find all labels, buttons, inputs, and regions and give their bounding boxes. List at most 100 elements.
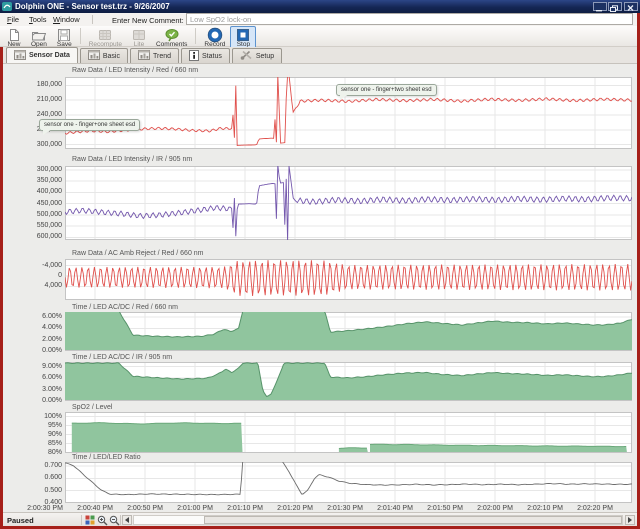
time-axis-label: 2:02:20 PM [570, 505, 620, 512]
tab-label: Status [202, 53, 222, 60]
tab-setup[interactable]: Setup [232, 48, 282, 63]
comment-annotation: sensor one - finger+one sheet esd [39, 119, 140, 131]
lite-icon [132, 28, 146, 41]
y-axis-label: 80% [24, 449, 62, 456]
y-axis-label: 600,000 [24, 233, 62, 240]
menu-separator [92, 15, 93, 24]
window-title: Dolphin ONE - Sensor test.trz - 9/26/200… [15, 0, 170, 13]
menu-bar: FileToolsWindow Enter New Comment: [0, 13, 637, 27]
tab-basic[interactable]: Basic [80, 48, 128, 63]
plot-raw-ir[interactable] [65, 166, 632, 240]
y-axis-label: 180,000 [24, 81, 62, 88]
record-button[interactable]: Record [199, 26, 230, 49]
minimize-button[interactable] [593, 2, 607, 11]
status-bar: Paused [3, 512, 637, 526]
y-axis-label: 85% [24, 440, 62, 447]
menu-item-window[interactable]: Window [50, 14, 83, 25]
y-axis-label: 6.00% [24, 374, 62, 381]
y-axis-label: 4,000 [24, 282, 62, 289]
save-button[interactable]: Save [52, 26, 77, 49]
y-axis-label: 0.00% [24, 347, 62, 354]
panel-title: Time / LED AC/DC / IR / 905 nm [72, 354, 172, 361]
plot-led-led-ratio[interactable] [65, 462, 632, 503]
plot-spo2-level[interactable] [65, 412, 632, 453]
status-text: Paused [7, 516, 34, 525]
y-axis-label: 0.500 [24, 487, 62, 494]
comments-icon [164, 28, 180, 41]
time-axis-label: 2:00:40 PM [70, 505, 120, 512]
panel-title: Time / LED/LED Ratio [72, 454, 141, 461]
tab-trend[interactable]: Trend [130, 48, 179, 63]
scroll-right-button[interactable] [625, 515, 635, 525]
panel-title: Raw Data / LED Intensity / Red / 660 nm [72, 67, 198, 74]
y-axis-label: 0.00% [24, 397, 62, 404]
maximize-button[interactable] [608, 2, 622, 11]
panel-title: SpO2 / Level [72, 404, 112, 411]
comment-input[interactable] [186, 13, 633, 25]
y-axis-label: 300,000 [24, 141, 62, 148]
tab-sensor-data[interactable]: Sensor Data [6, 47, 78, 63]
time-axis-label: 2:00:50 PM [120, 505, 170, 512]
plot-acdc-ir[interactable] [65, 362, 632, 401]
dolphin-one-window: { "window": { "title": "Dolphin ONE - Se… [0, 0, 640, 529]
y-axis-label: 3.00% [24, 386, 62, 393]
open-folder-icon [31, 28, 46, 41]
time-axis-label: 2:01:10 PM [220, 505, 270, 512]
time-axis-label: 2:01:00 PM [170, 505, 220, 512]
time-axis-label: 2:01:30 PM [320, 505, 370, 512]
panel-title: Raw Data / AC Amb Reject / Red / 660 nm [72, 250, 204, 257]
new-document-icon [7, 28, 21, 41]
y-axis-label: 2.00% [24, 336, 62, 343]
stop-button[interactable]: Stop [230, 26, 256, 49]
time-axis-label: 2:02:00 PM [470, 505, 520, 512]
y-axis-label: 300,000 [24, 166, 62, 173]
menu-item-tools[interactable]: Tools [26, 14, 50, 25]
y-axis-label: 550,000 [24, 222, 62, 229]
zoom-in-icon[interactable] [96, 514, 108, 526]
plot-ac-amb-reject[interactable] [65, 259, 632, 300]
status-separator [81, 515, 82, 525]
zoom-out-icon[interactable] [108, 514, 120, 526]
panel-title: Raw Data / LED Intensity / IR / 905 nm [72, 156, 192, 163]
save-icon [57, 28, 71, 41]
menu-item-file[interactable]: File [4, 14, 22, 25]
y-axis-label: 240,000 [24, 111, 62, 118]
y-axis-label: 90% [24, 431, 62, 438]
status-separator [120, 515, 121, 525]
time-axis-label: 2:02:10 PM [520, 505, 570, 512]
stop-icon [235, 28, 251, 41]
scroll-left-button[interactable] [122, 515, 132, 525]
scrollbar-track[interactable] [133, 515, 623, 525]
comment-annotation: sensor one - finger+two sheet esd [336, 84, 437, 96]
record-icon [207, 28, 223, 41]
comments-button[interactable]: Comments [151, 26, 192, 49]
tab-label: Basic [103, 53, 120, 60]
tab-label: Trend [153, 53, 171, 60]
series-area [72, 423, 243, 452]
toolbar-separator [195, 28, 196, 44]
time-axis-label: 2:00:30 PM [20, 505, 70, 512]
time-axis-label: 2:01:50 PM [420, 505, 470, 512]
title-bar: Dolphin ONE - Sensor test.trz - 9/26/200… [0, 0, 640, 13]
overview-icon[interactable] [84, 514, 96, 526]
toolbar-separator [80, 28, 81, 44]
time-axis-label: 2:01:40 PM [370, 505, 420, 512]
panel-title: Time / LED AC/DC / Red / 660 nm [72, 304, 178, 311]
y-axis-label: 95% [24, 422, 62, 429]
close-button[interactable] [624, 2, 638, 11]
y-axis-label: 0.700 [24, 462, 62, 469]
tab-label: Setup [256, 53, 274, 60]
open-button[interactable]: Open [26, 26, 52, 49]
y-axis-label: 500,000 [24, 211, 62, 218]
y-axis-label: 4.00% [24, 324, 62, 331]
recompute-icon [98, 28, 112, 41]
y-axis-label: 400,000 [24, 188, 62, 195]
scrollbar-thumb[interactable] [204, 516, 622, 524]
chart-area: Raw Data / LED Intensity / Red / 660 nm 1… [3, 64, 637, 512]
y-axis-label: 0 [24, 272, 62, 279]
tab-status[interactable]: Status [181, 48, 230, 63]
plot-acdc-red[interactable] [65, 312, 632, 351]
chart-tab-icon [14, 50, 26, 62]
new-button[interactable]: New [2, 26, 26, 49]
info-icon [189, 50, 199, 63]
